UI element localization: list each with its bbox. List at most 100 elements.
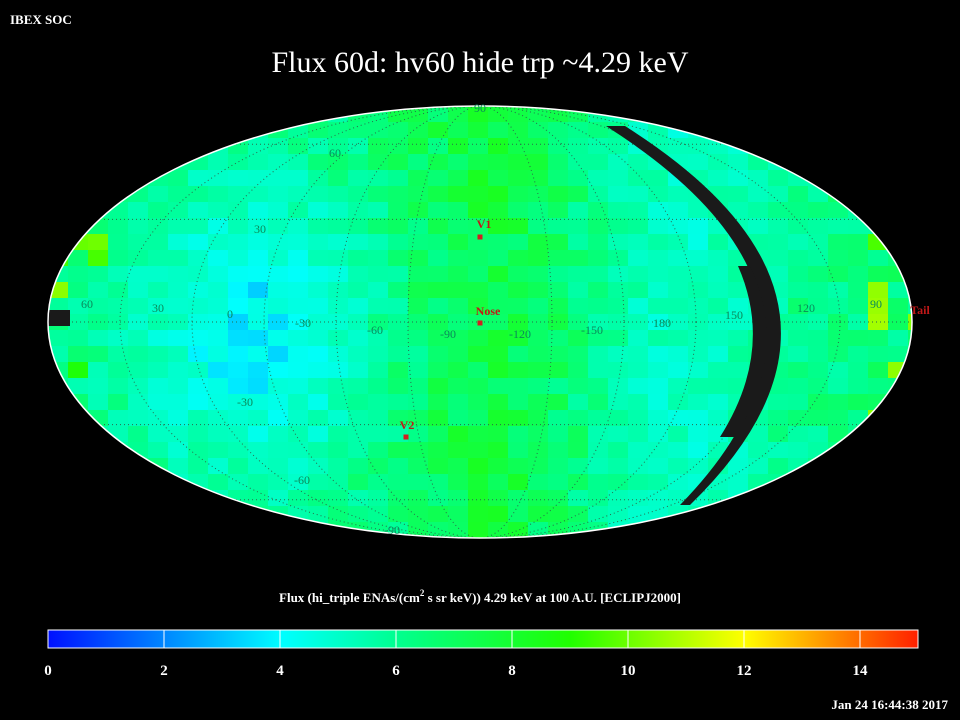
map-pixel bbox=[88, 362, 108, 378]
map-pixel bbox=[568, 266, 588, 282]
map-pixel bbox=[88, 250, 108, 266]
map-pixel bbox=[588, 378, 608, 394]
map-pixel bbox=[588, 138, 608, 154]
map-pixel bbox=[288, 250, 308, 266]
map-pixel bbox=[788, 186, 808, 202]
map-pixel bbox=[888, 282, 908, 298]
map-pixel bbox=[608, 490, 628, 506]
map-pixel bbox=[428, 234, 448, 250]
map-pixel bbox=[568, 234, 588, 250]
map-pixel bbox=[268, 138, 288, 154]
map-pixel bbox=[308, 122, 328, 138]
map-pixel bbox=[868, 282, 888, 298]
map-pixel bbox=[308, 362, 328, 378]
map-pixel bbox=[808, 234, 828, 250]
map-pixel bbox=[108, 234, 128, 250]
map-pixel bbox=[368, 346, 388, 362]
map-pixel bbox=[348, 250, 368, 266]
map-pixel bbox=[328, 474, 348, 490]
map-pixel bbox=[348, 138, 368, 154]
map-pixel bbox=[348, 506, 368, 522]
map-pixel bbox=[148, 378, 168, 394]
map-pixel bbox=[348, 362, 368, 378]
map-pixel bbox=[608, 250, 628, 266]
map-pixel bbox=[468, 266, 488, 282]
map-pixel bbox=[468, 458, 488, 474]
map-pixel bbox=[848, 234, 868, 250]
map-pixel bbox=[528, 330, 548, 346]
map-pixel bbox=[448, 138, 468, 154]
map-pixel bbox=[428, 442, 448, 458]
map-pixel bbox=[848, 266, 868, 282]
map-pixel bbox=[768, 186, 788, 202]
map-pixel bbox=[368, 234, 388, 250]
map-pixel bbox=[328, 378, 348, 394]
map-pixel bbox=[108, 410, 128, 426]
map-pixel bbox=[488, 394, 508, 410]
map-pixel bbox=[328, 282, 348, 298]
map-pixel bbox=[248, 234, 268, 250]
map-pixel bbox=[188, 282, 208, 298]
map-pixel bbox=[208, 474, 228, 490]
map-pixel bbox=[828, 266, 848, 282]
map-pixel bbox=[628, 362, 648, 378]
map-pixel bbox=[668, 362, 688, 378]
map-pixel bbox=[408, 394, 428, 410]
map-pixel bbox=[468, 250, 488, 266]
map-pixel bbox=[348, 426, 368, 442]
map-pixel bbox=[648, 330, 668, 346]
map-pixel bbox=[568, 458, 588, 474]
map-pixel bbox=[168, 202, 188, 218]
map-pixel bbox=[388, 378, 408, 394]
map-pixel bbox=[488, 522, 508, 538]
map-pixel bbox=[468, 490, 488, 506]
map-pixel bbox=[208, 426, 228, 442]
map-pixel bbox=[148, 250, 168, 266]
map-pixel bbox=[688, 282, 708, 298]
longitude-label: 0 bbox=[227, 307, 233, 321]
map-pixel bbox=[608, 442, 628, 458]
map-pixel bbox=[628, 186, 648, 202]
map-pixel bbox=[368, 218, 388, 234]
map-pixel bbox=[368, 266, 388, 282]
map-pixel bbox=[428, 106, 448, 122]
map-pixel bbox=[628, 314, 648, 330]
map-pixel bbox=[408, 250, 428, 266]
map-pixel bbox=[508, 442, 528, 458]
map-pixel bbox=[428, 490, 448, 506]
map-pixel bbox=[108, 298, 128, 314]
map-pixel bbox=[748, 442, 768, 458]
map-pixel bbox=[448, 250, 468, 266]
map-pixel bbox=[728, 186, 748, 202]
map-pixel bbox=[248, 186, 268, 202]
map-pixel bbox=[168, 266, 188, 282]
map-pixel bbox=[528, 506, 548, 522]
map-pixel bbox=[148, 362, 168, 378]
map-pixel bbox=[188, 426, 208, 442]
map-pixel bbox=[628, 490, 648, 506]
map-pixel bbox=[128, 218, 148, 234]
map-pixel bbox=[648, 346, 668, 362]
map-pixel bbox=[48, 330, 68, 346]
map-pixel bbox=[468, 522, 488, 538]
map-pixel bbox=[868, 314, 888, 330]
map-pixel bbox=[488, 266, 508, 282]
longitude-label: 90 bbox=[870, 297, 882, 311]
map-pixel bbox=[528, 282, 548, 298]
map-pixel bbox=[448, 490, 468, 506]
map-pixel bbox=[628, 378, 648, 394]
map-pixel bbox=[368, 362, 388, 378]
map-pixel bbox=[288, 266, 308, 282]
map-pixel bbox=[548, 346, 568, 362]
map-pixel bbox=[548, 250, 568, 266]
caption-text: s sr keV)) 4.29 keV at 100 A.U. [ECLIPJ2… bbox=[424, 590, 681, 605]
map-pixel bbox=[668, 330, 688, 346]
map-pixel bbox=[628, 298, 648, 314]
map-pixel bbox=[788, 410, 808, 426]
map-pixel bbox=[168, 330, 188, 346]
marker-dot bbox=[403, 434, 409, 440]
map-pixel bbox=[408, 362, 428, 378]
map-pixel bbox=[508, 394, 528, 410]
map-pixel bbox=[408, 122, 428, 138]
